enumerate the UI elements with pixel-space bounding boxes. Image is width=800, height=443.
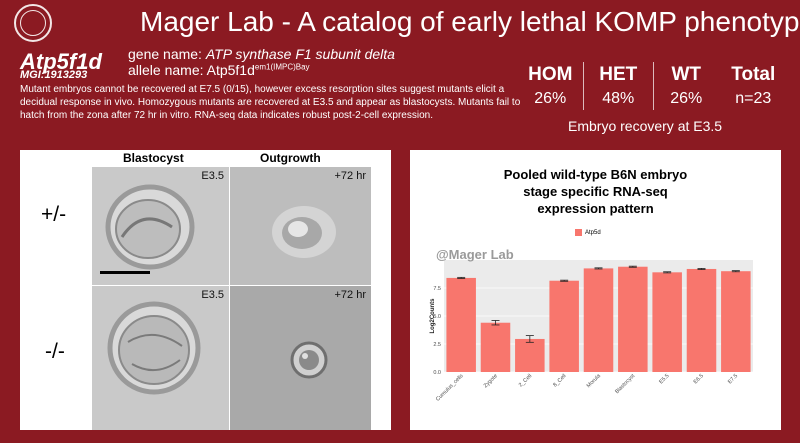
x-tick-label: Morula <box>586 373 603 390</box>
stage-tag: E3.5 <box>201 289 224 301</box>
bar <box>721 271 751 372</box>
y-tick-label: 0.0 <box>433 370 441 376</box>
phenotype-description: Mutant embryos cannot be recovered at E7… <box>20 84 521 121</box>
allele-name: allele name: Atp5f1dem1(IMPC)Bay <box>128 62 310 78</box>
recovery-col-wt: WT 26% <box>653 62 719 110</box>
micrograph-hom-outgrowth: +72 hr <box>230 286 371 430</box>
expression-chart-panel: Pooled wild-type B6N embryo stage specif… <box>410 150 781 430</box>
chart-title-line: stage specific RNA-seq <box>523 184 668 199</box>
stage-tag: E3.5 <box>201 170 224 182</box>
bar <box>446 277 476 372</box>
x-tick-label: E6.5 <box>693 373 705 385</box>
recovery-value: 26% <box>534 90 567 107</box>
bar <box>686 268 717 372</box>
recovery-value: n=23 <box>735 90 772 107</box>
embryo-image-panel: Blastocyst Outgrowth +/- -/- E3.5 +72 hr… <box>20 150 391 430</box>
watermark: @Mager Lab <box>436 247 514 262</box>
chart-title-line: Pooled wild-type B6N embryo <box>503 167 688 182</box>
row-label-hom: -/- <box>45 340 65 363</box>
x-tick-label: 8_Cell <box>552 373 567 388</box>
stage-tag: +72 hr <box>334 170 367 182</box>
micrograph-het-blastocyst: E3.5 <box>92 167 229 285</box>
recovery-table: HOM 26% HET 48% WT 26% Total n=23 <box>518 62 788 110</box>
bar <box>480 322 511 372</box>
gene-name: gene name: ATP synthase F1 subunit delta <box>128 46 395 62</box>
y-axis-label: Log2Counts <box>430 298 436 334</box>
recovery-col-total: Total n=23 <box>719 62 788 110</box>
recovery-header: WT <box>671 64 702 85</box>
x-tick-label: E7.5 <box>727 373 739 385</box>
stage-tag: +72 hr <box>334 289 367 301</box>
x-tick-label: E5.5 <box>658 373 670 385</box>
legend-swatch <box>575 229 582 236</box>
column-header-blastocyst: Blastocyst <box>123 151 184 165</box>
micrograph-het-outgrowth: +72 hr <box>230 167 371 285</box>
university-seal-icon <box>14 4 52 42</box>
recovery-value: 48% <box>602 90 635 107</box>
bar <box>583 268 614 372</box>
bar <box>515 338 545 372</box>
gene-symbol: Atp5f1d <box>20 49 102 74</box>
micrograph-hom-blastocyst: E3.5 <box>92 286 229 430</box>
recovery-col-hom: HOM 26% <box>518 62 583 110</box>
x-tick-label: Zygote <box>483 373 499 389</box>
legend-label: Atp5d <box>585 229 601 236</box>
x-tick-label: Blastocyst <box>614 373 636 395</box>
x-tick-label: 2_Cell <box>518 373 533 388</box>
y-tick-label: 7.5 <box>433 286 441 292</box>
row-label-het: +/- <box>41 203 67 226</box>
gene-name-value: ATP synthase F1 subunit delta <box>205 46 395 62</box>
chart-legend: Atp5d <box>575 229 601 236</box>
chart-title: Pooled wild-type B6N embryo stage specif… <box>410 166 781 217</box>
bar <box>652 272 682 372</box>
bar-chart: 0.0 2.5 5.0 7.5 Cumulus_cells Zygote 2_Cell 8_C… <box>430 260 753 403</box>
recovery-header: Total <box>731 64 776 85</box>
x-tick-label: Cumulus_cells <box>435 373 465 403</box>
allele-name-label: allele name: <box>128 62 207 78</box>
gene-name-label: gene name: <box>128 46 206 62</box>
recovery-value: 26% <box>670 90 703 107</box>
allele-base: Atp5f1d <box>206 62 255 78</box>
recovery-col-het: HET 48% <box>582 62 653 110</box>
y-tick-label: 5.0 <box>433 314 441 320</box>
page-title: Mager Lab - A catalog of early lethal KO… <box>140 6 800 37</box>
recovery-caption: Embryo recovery at E3.5 <box>568 118 723 134</box>
y-tick-label: 2.5 <box>433 342 441 348</box>
mgi-id: MGI:1913293 <box>20 69 88 81</box>
recovery-header: HET <box>599 64 638 85</box>
chart-title-line: expression pattern <box>537 201 654 216</box>
bar <box>549 280 579 372</box>
column-header-outgrowth: Outgrowth <box>260 151 321 165</box>
recovery-header: HOM <box>528 64 573 85</box>
bar <box>618 266 648 372</box>
allele-superscript: em1(IMPC)Bay <box>254 62 310 72</box>
